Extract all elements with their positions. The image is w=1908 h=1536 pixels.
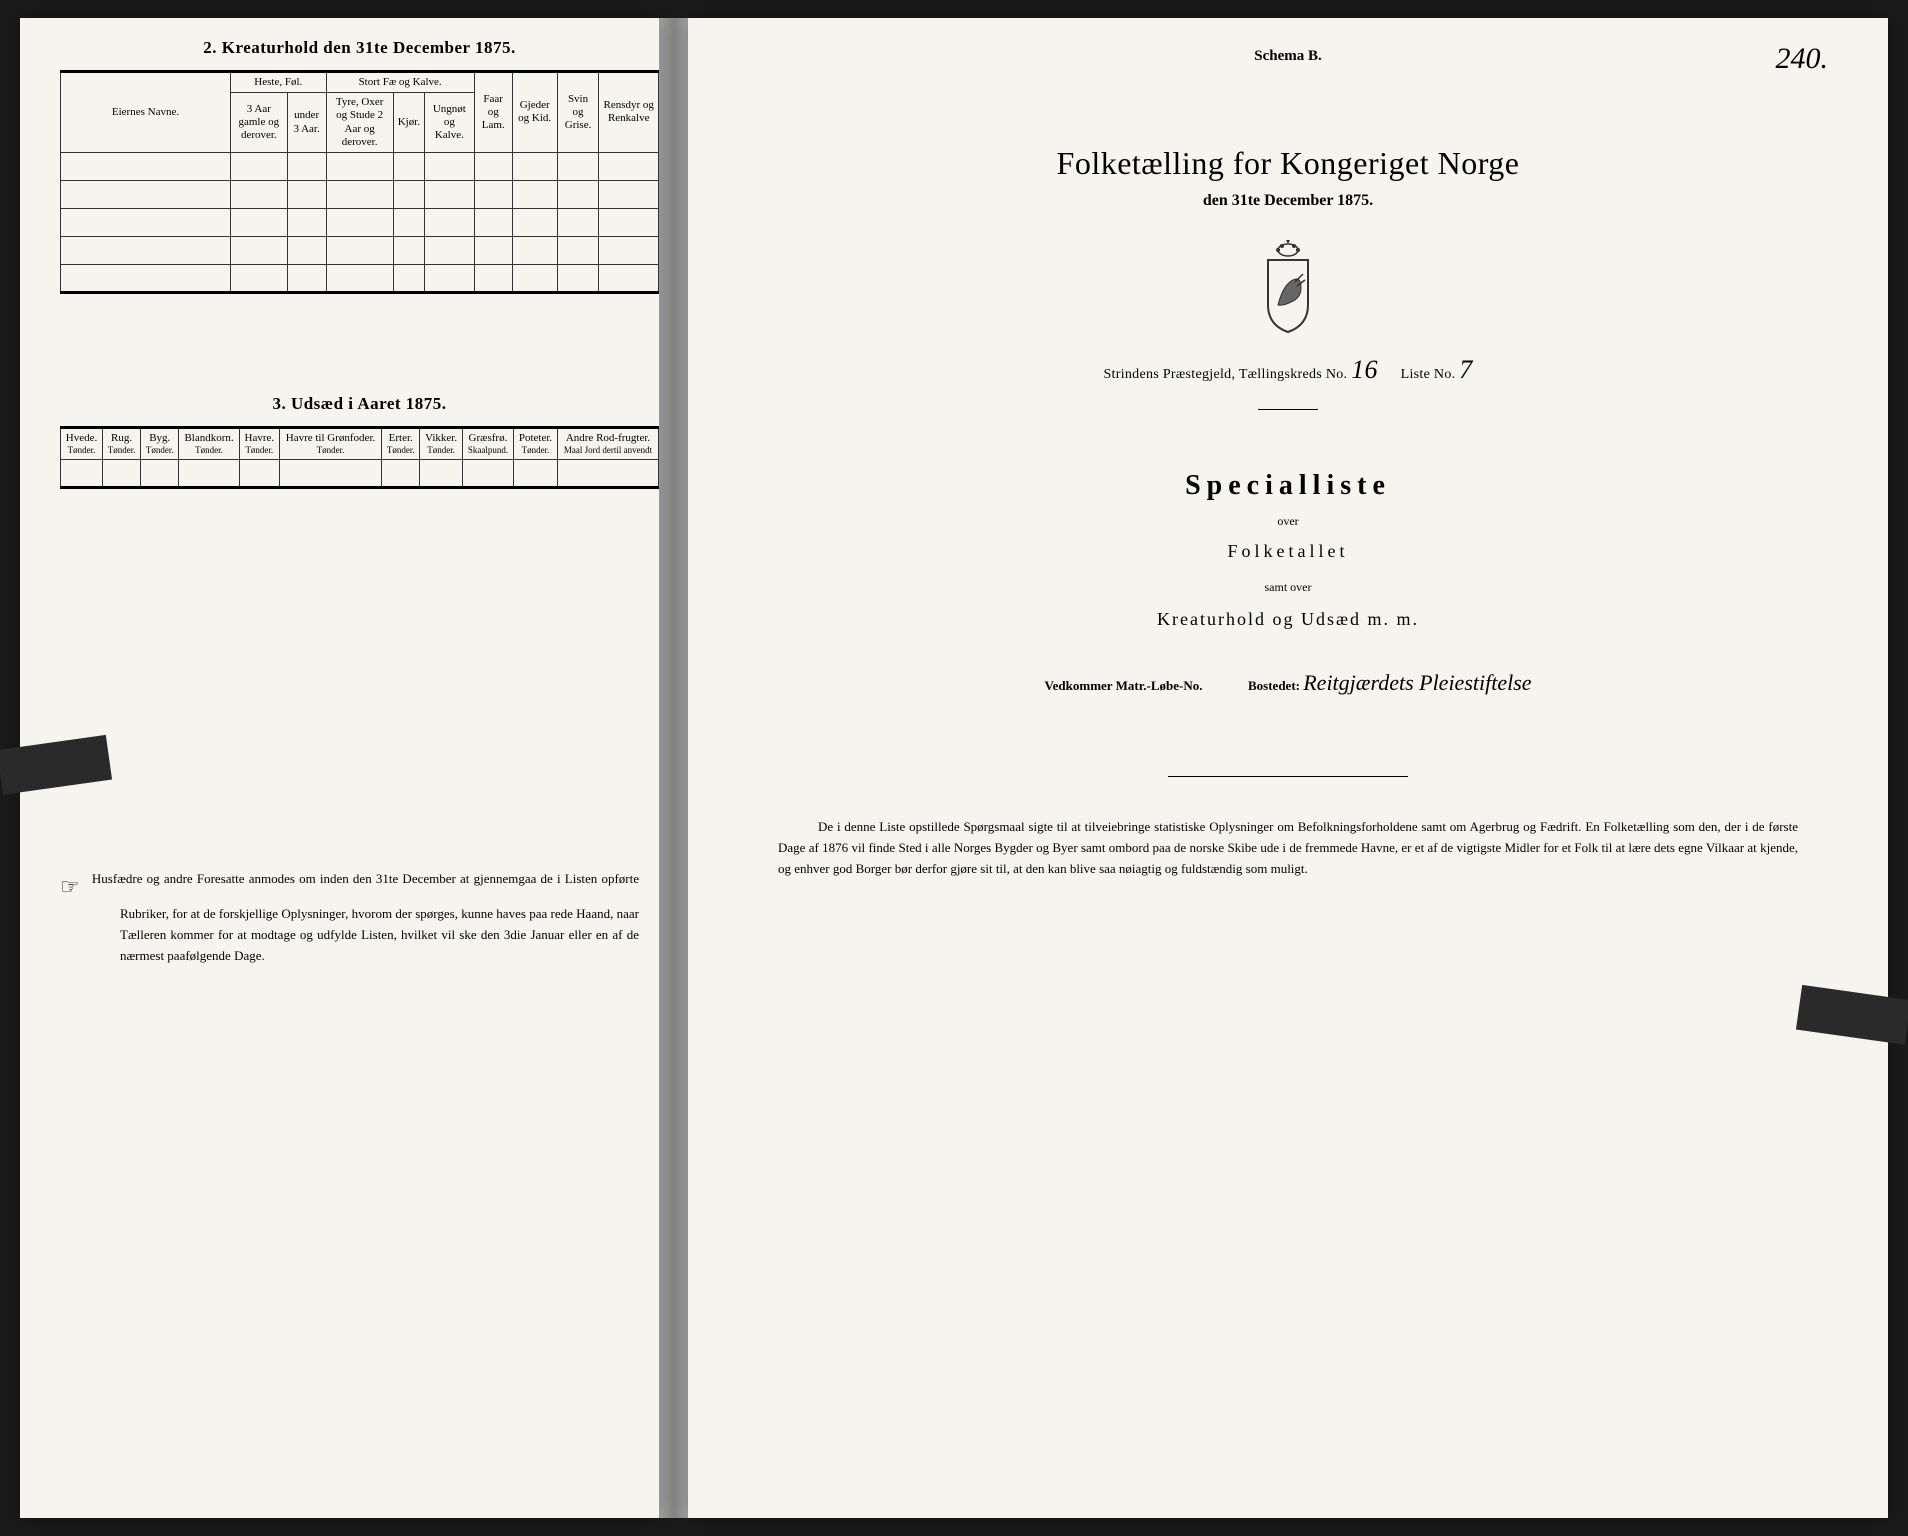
seed-table: Hvede.Tønder. Rug.Tønder. Byg.Tønder. Bl… [60, 426, 659, 489]
col-rens: Rensdyr og Renkalve [599, 72, 659, 153]
section2-title: 2. Kreaturhold den 31te December 1875. [60, 38, 659, 58]
col-heste2: under 3 Aar. [287, 93, 326, 153]
liste-number: 7 [1459, 355, 1472, 385]
col-graesfro: Græsfrø.Skaalpund. [462, 427, 513, 459]
col-poteter: Poteter.Tønder. [514, 427, 558, 459]
footnote-text: Husfædre og andre Foresatte anmodes om i… [92, 871, 639, 963]
subtitle: den 31te December 1875. [748, 192, 1828, 210]
over-text: over [748, 514, 1828, 529]
vedkommer-label: Vedkommer Matr.-Løbe-No. [1044, 678, 1202, 693]
col-andre: Andre Rod-frugter.Maal Jord dertil anven… [557, 427, 658, 459]
colgroup-heste: Heste, Føl. [231, 72, 327, 93]
coat-of-arms-icon [1253, 240, 1323, 335]
bottom-paragraph: De i denne Liste opstillede Spørgsmaal s… [748, 817, 1828, 879]
col-stort2: Kjør. [393, 93, 424, 153]
samtover-text: samt over [748, 580, 1828, 595]
page-number: 240. [1776, 42, 1829, 76]
table-row [61, 236, 659, 264]
col-havretil: Havre til Grønfoder.Tønder. [279, 427, 381, 459]
col-erter: Erter.Tønder. [382, 427, 420, 459]
col-gjeder: Gjeder og Kid. [512, 72, 557, 153]
kreatur-line: Kreaturhold og Udsæd m. m. [748, 609, 1828, 630]
col-byg: Byg.Tønder. [141, 427, 179, 459]
col-svin: Svin og Grise. [557, 72, 599, 153]
livestock-table: Eiernes Navne. Heste, Føl. Stort Fæ og K… [60, 70, 659, 294]
divider-long [1168, 776, 1408, 777]
district-line: Strindens Præstegjeld, Tællingskreds No.… [748, 355, 1828, 385]
liste-label: Liste No. [1401, 367, 1456, 382]
bostedet-label: Bostedet: [1248, 678, 1300, 693]
col-eier: Eiernes Navne. [61, 72, 231, 153]
col-vikker: Vikker.Tønder. [420, 427, 463, 459]
bostedet-value: Reitgjærdets Pleiestiftelse [1303, 670, 1531, 695]
book-spine [660, 18, 688, 1518]
district-number: 16 [1351, 355, 1378, 385]
district-prefix: Strindens Præstegjeld, Tællingskreds No. [1103, 367, 1347, 382]
divider [1258, 409, 1318, 410]
left-page: 2. Kreaturhold den 31te December 1875. E… [20, 18, 660, 1518]
folketallet-text: Folketallet [748, 541, 1828, 562]
table-row [61, 180, 659, 208]
colgroup-stort: Stort Fæ og Kalve. [326, 72, 474, 93]
col-rug: Rug.Tønder. [103, 427, 141, 459]
right-page: Schema B. 240. Folketælling for Kongerig… [688, 18, 1888, 1518]
col-hvede: Hvede.Tønder. [61, 427, 103, 459]
schema-label: Schema B. [748, 48, 1828, 65]
col-havre: Havre.Tønder. [239, 427, 279, 459]
left-footnote: ☞ Husfædre og andre Foresatte anmodes om… [60, 869, 659, 967]
col-blandkorn: Blandkorn.Tønder. [179, 427, 239, 459]
table-row [61, 208, 659, 236]
pointing-hand-icon: ☞ [60, 869, 80, 904]
special-list-title: Specialliste [748, 470, 1828, 502]
col-heste1: 3 Aar gamle og derover. [231, 93, 288, 153]
col-stort1: Tyre, Oxer og Stude 2 Aar og derover. [326, 93, 393, 153]
main-title: Folketælling for Kongeriget Norge [748, 145, 1828, 182]
table-row [61, 152, 659, 180]
table-row [61, 264, 659, 292]
section3-title: 3. Udsæd i Aaret 1875. [60, 394, 659, 414]
vedkommer-line: Vedkommer Matr.-Løbe-No. Bostedet: Reitg… [748, 670, 1828, 696]
table-row [61, 459, 659, 487]
col-stort3: Ungnøt og Kalve. [425, 93, 475, 153]
col-faar: Faar og Lam. [474, 72, 512, 153]
